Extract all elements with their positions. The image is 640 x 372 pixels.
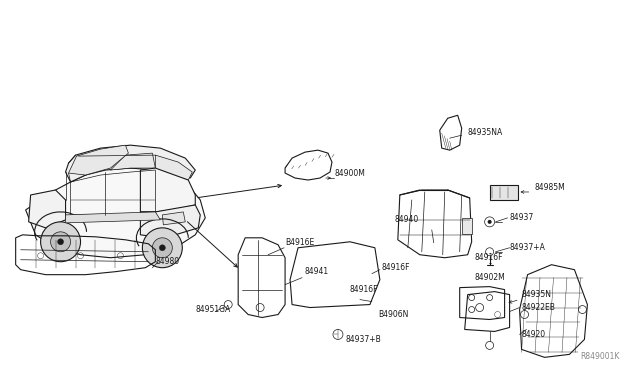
Polygon shape	[163, 212, 186, 225]
Text: 84937+A: 84937+A	[509, 243, 545, 252]
Text: 84940: 84940	[395, 215, 419, 224]
Circle shape	[51, 232, 70, 252]
Circle shape	[152, 238, 172, 258]
Polygon shape	[111, 153, 156, 170]
Text: 84916F: 84916F	[350, 285, 378, 294]
Circle shape	[40, 222, 81, 262]
Polygon shape	[29, 190, 65, 228]
Text: R849001K: R849001K	[580, 352, 620, 361]
Circle shape	[488, 220, 492, 224]
Text: B4916E: B4916E	[285, 238, 314, 247]
Text: 84980: 84980	[156, 257, 179, 266]
Text: 84951GA: 84951GA	[195, 305, 230, 314]
Polygon shape	[140, 168, 195, 212]
Polygon shape	[490, 185, 518, 200]
Text: 84916F: 84916F	[475, 253, 503, 262]
Polygon shape	[68, 145, 129, 175]
Circle shape	[58, 239, 63, 245]
Bar	[461, 218, 472, 234]
Text: 84916F: 84916F	[382, 263, 410, 272]
Text: 84920: 84920	[522, 330, 546, 339]
Text: 84922EB: 84922EB	[522, 303, 556, 312]
Text: 84902M: 84902M	[475, 273, 506, 282]
Polygon shape	[156, 155, 192, 180]
Text: 84985M: 84985M	[534, 183, 565, 192]
Circle shape	[142, 228, 182, 268]
Circle shape	[159, 245, 165, 251]
Text: 84935N: 84935N	[522, 290, 552, 299]
Text: 84941: 84941	[304, 267, 328, 276]
Text: 84937: 84937	[509, 214, 534, 222]
Text: B4906N: B4906N	[378, 310, 408, 319]
Polygon shape	[140, 205, 200, 237]
Text: 84937+B: 84937+B	[346, 335, 381, 344]
Polygon shape	[65, 212, 161, 223]
Text: 84935NA: 84935NA	[468, 128, 503, 137]
Text: 84900M: 84900M	[335, 169, 366, 177]
Polygon shape	[65, 145, 195, 182]
Polygon shape	[26, 168, 205, 258]
